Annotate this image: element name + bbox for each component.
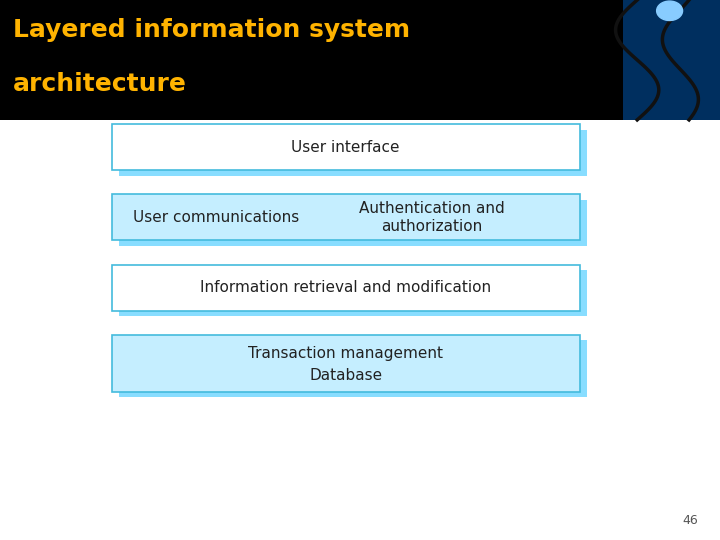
Text: architecture: architecture <box>13 72 186 96</box>
Bar <box>623 0 720 120</box>
Bar <box>0 0 720 120</box>
Bar <box>119 130 587 176</box>
Bar <box>112 194 580 240</box>
Text: User interface: User interface <box>292 140 400 155</box>
Bar <box>119 270 587 316</box>
Text: Information retrieval and modification: Information retrieval and modification <box>200 280 491 295</box>
Text: User communications: User communications <box>133 210 299 225</box>
Text: Layered information system: Layered information system <box>13 18 410 42</box>
Bar <box>112 124 580 170</box>
Text: Authentication and
authorization: Authentication and authorization <box>359 201 505 234</box>
Text: Database: Database <box>309 368 382 383</box>
Circle shape <box>657 1 683 21</box>
Bar <box>112 335 580 392</box>
Bar <box>119 340 587 397</box>
Text: Transaction management: Transaction management <box>248 346 443 361</box>
Bar <box>112 265 580 310</box>
Text: 46: 46 <box>683 514 698 526</box>
Bar <box>119 200 587 246</box>
Bar <box>623 0 720 120</box>
